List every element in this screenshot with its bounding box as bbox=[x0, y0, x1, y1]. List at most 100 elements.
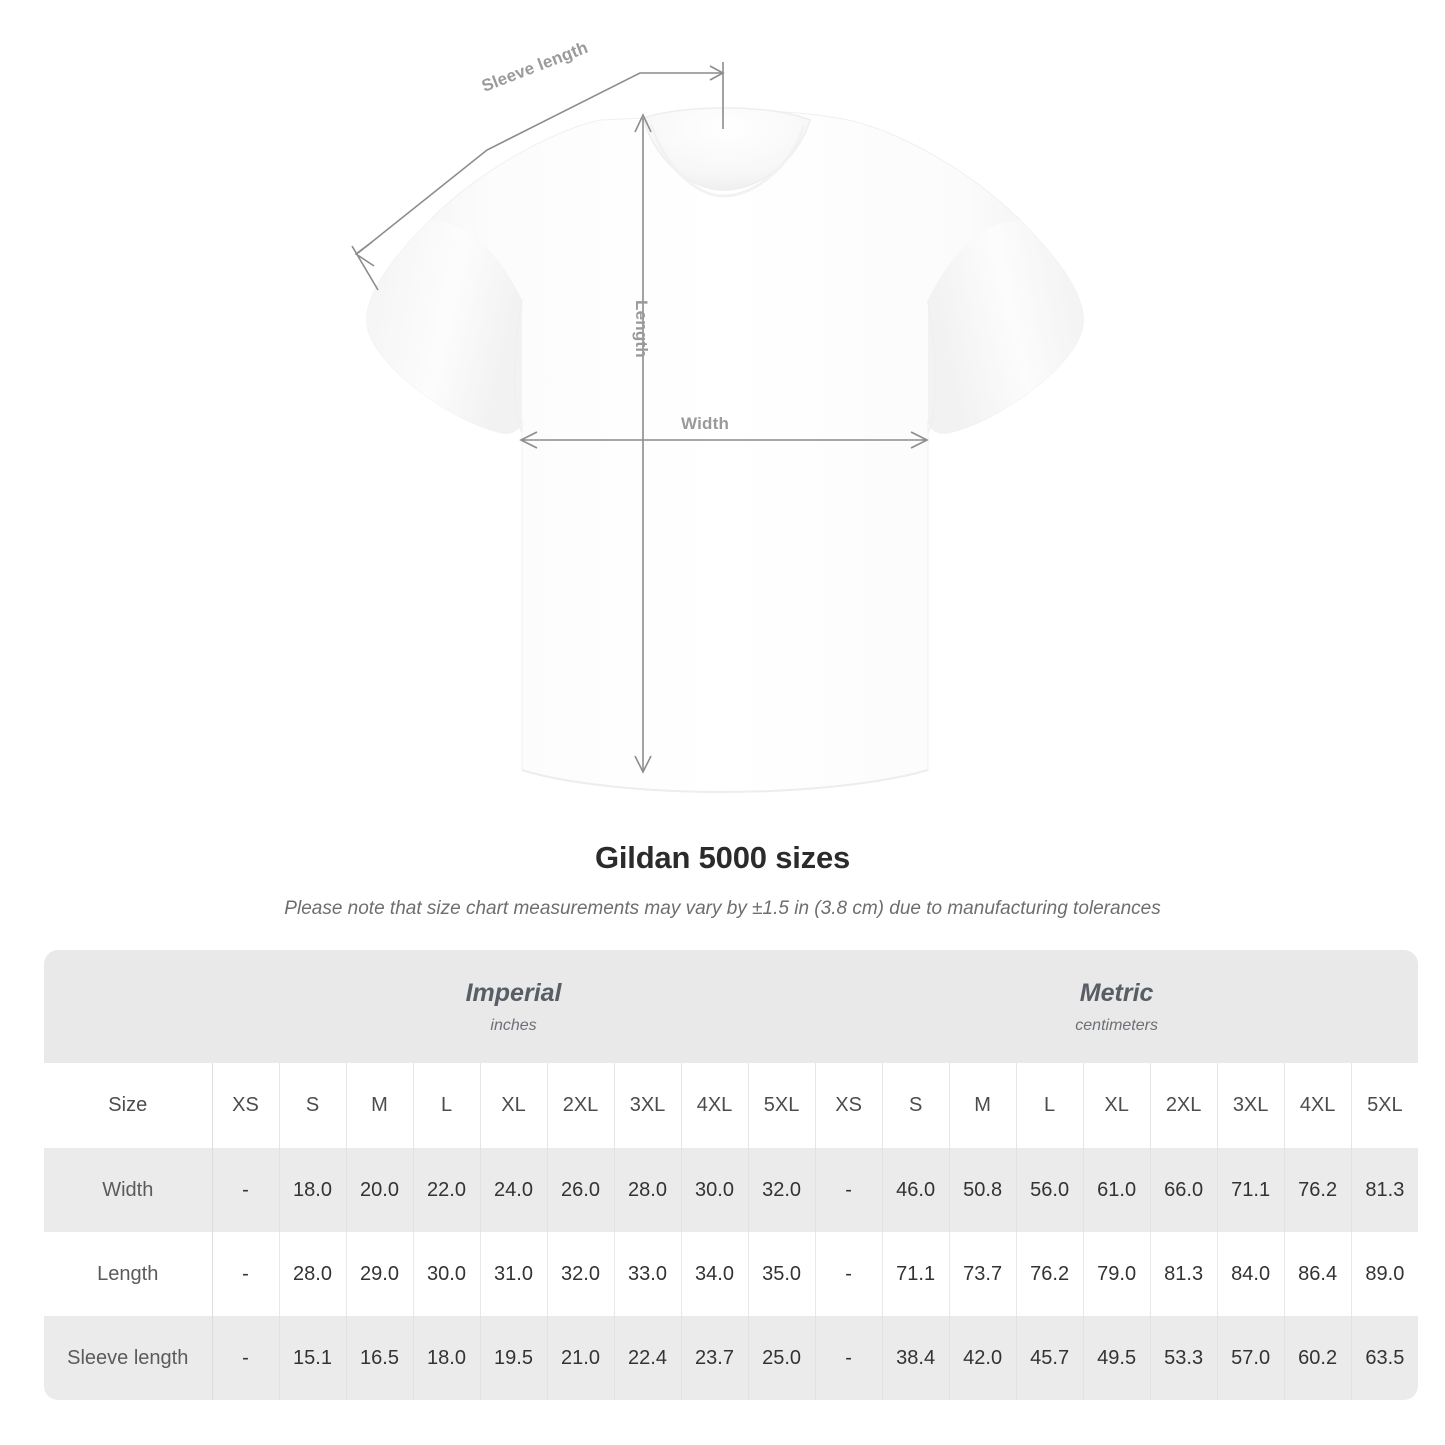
length-arrow-top bbox=[634, 113, 652, 133]
size-header-metric-2xl: 2XL bbox=[1150, 1063, 1218, 1148]
shirt-right-sleeve bbox=[928, 220, 1084, 434]
tolerance-note: Please note that size chart measurements… bbox=[284, 898, 1161, 919]
cell-width-metric-2xl: 66.0 bbox=[1150, 1148, 1218, 1232]
tshirt-diagram: Sleeve length Length Width bbox=[351, 38, 1084, 794]
width-arrow-left bbox=[519, 431, 538, 449]
page-title: Gildan 5000 sizes bbox=[594, 840, 851, 875]
width-dimension bbox=[519, 431, 929, 449]
size-header-imperial-2xl: 2XL bbox=[547, 1063, 615, 1148]
size-header-metric-s: S bbox=[882, 1063, 950, 1148]
length-dimension bbox=[634, 113, 652, 774]
left-sleeve-seam bbox=[513, 299, 523, 433]
row-label-length: Length bbox=[44, 1232, 213, 1316]
cell-sleeve-imperial-2xl: 21.0 bbox=[547, 1316, 615, 1400]
cell-sleeve-imperial-3xl: 22.4 bbox=[614, 1316, 682, 1400]
sleeve-arrow-left bbox=[354, 241, 375, 267]
shirt-collar bbox=[642, 107, 811, 191]
cell-length-imperial-4xl: 34.0 bbox=[681, 1232, 749, 1316]
cell-sleeve-metric-m: 42.0 bbox=[949, 1316, 1017, 1400]
cell-sleeve-imperial-s: 15.1 bbox=[279, 1316, 347, 1400]
cell-length-imperial-m: 29.0 bbox=[346, 1232, 414, 1316]
size-header-imperial-3xl: 3XL bbox=[614, 1063, 682, 1148]
size-header-imperial-4xl: 4XL bbox=[681, 1063, 749, 1148]
unit-cell-imperial: Imperial inches bbox=[212, 950, 816, 1063]
length-arrow-bottom bbox=[634, 755, 652, 774]
shirt-hem bbox=[521, 769, 929, 794]
unit-banner-spacer bbox=[44, 950, 212, 1063]
measurement-annotations bbox=[351, 62, 929, 774]
cell-length-metric-xs: - bbox=[814, 1232, 883, 1316]
cell-sleeve-metric-l: 45.7 bbox=[1016, 1316, 1084, 1400]
row-label-width: Width bbox=[44, 1148, 213, 1232]
table-row-sleeve-length: Sleeve length - 15.1 16.5 18.0 19.5 21.0… bbox=[44, 1316, 1419, 1400]
cell-width-imperial-5xl: 32.0 bbox=[748, 1148, 816, 1232]
cell-length-metric-4xl: 86.4 bbox=[1284, 1232, 1352, 1316]
chart-heading: Gildan 5000 sizes Please note that size … bbox=[0, 840, 1445, 920]
cell-length-metric-3xl: 84.0 bbox=[1217, 1232, 1285, 1316]
right-sleeve-seam bbox=[927, 299, 937, 433]
shirt-left-sleeve bbox=[366, 220, 522, 434]
cell-width-metric-xl: 61.0 bbox=[1083, 1148, 1151, 1232]
cell-length-imperial-l: 30.0 bbox=[413, 1232, 481, 1316]
unit-name-metric: Metric bbox=[1079, 978, 1154, 1007]
size-header-imperial-l: L bbox=[413, 1063, 481, 1148]
cell-sleeve-imperial-xs: - bbox=[212, 1316, 280, 1400]
size-header-imperial-xs: XS bbox=[212, 1063, 280, 1148]
size-header-metric-l: L bbox=[1016, 1063, 1084, 1148]
cell-width-imperial-3xl: 28.0 bbox=[614, 1148, 682, 1232]
size-header-imperial-s: S bbox=[279, 1063, 347, 1148]
cell-sleeve-metric-s: 38.4 bbox=[882, 1316, 950, 1400]
cell-width-metric-xs: - bbox=[814, 1148, 883, 1232]
cell-sleeve-imperial-4xl: 23.7 bbox=[681, 1316, 749, 1400]
length-label: Length bbox=[632, 300, 651, 358]
cell-sleeve-metric-5xl: 63.5 bbox=[1351, 1316, 1419, 1400]
cell-width-metric-5xl: 81.3 bbox=[1351, 1148, 1419, 1232]
size-header-imperial-5xl: 5XL bbox=[748, 1063, 816, 1148]
cell-width-metric-l: 56.0 bbox=[1016, 1148, 1084, 1232]
size-header-metric-xl: XL bbox=[1083, 1063, 1151, 1148]
cell-sleeve-imperial-5xl: 25.0 bbox=[748, 1316, 816, 1400]
cell-width-metric-3xl: 71.1 bbox=[1217, 1148, 1285, 1232]
cell-width-imperial-l: 22.0 bbox=[413, 1148, 481, 1232]
size-header-imperial-m: M bbox=[346, 1063, 414, 1148]
row-label-sleeve-length: Sleeve length bbox=[44, 1316, 213, 1400]
unit-name-imperial: Imperial bbox=[465, 978, 562, 1007]
size-header-metric-5xl: 5XL bbox=[1351, 1063, 1419, 1148]
cell-length-metric-xl: 79.0 bbox=[1083, 1232, 1151, 1316]
tshirt-illustration bbox=[351, 62, 1084, 794]
table-row-width: Width - 18.0 20.0 22.0 24.0 26.0 28.0 30… bbox=[44, 1148, 1419, 1232]
size-header-metric-xs: XS bbox=[814, 1063, 883, 1148]
size-header-imperial-xl: XL bbox=[480, 1063, 548, 1148]
cell-sleeve-metric-xl: 49.5 bbox=[1083, 1316, 1151, 1400]
size-header-label: Size bbox=[44, 1063, 213, 1148]
cell-sleeve-metric-4xl: 60.2 bbox=[1284, 1316, 1352, 1400]
cell-length-imperial-2xl: 32.0 bbox=[547, 1232, 615, 1316]
cell-length-metric-s: 71.1 bbox=[882, 1232, 950, 1316]
sleeve-length-dimension bbox=[351, 62, 725, 291]
unit-sub-imperial: inches bbox=[490, 1017, 537, 1035]
cell-sleeve-metric-3xl: 57.0 bbox=[1217, 1316, 1285, 1400]
cell-sleeve-metric-2xl: 53.3 bbox=[1150, 1316, 1218, 1400]
cell-width-metric-s: 46.0 bbox=[882, 1148, 950, 1232]
sleeve-tick-left bbox=[351, 245, 379, 291]
cell-length-imperial-3xl: 33.0 bbox=[614, 1232, 682, 1316]
unit-banner-row: Imperial inches Metric centimeters bbox=[44, 950, 1419, 1063]
cell-length-metric-l: 76.2 bbox=[1016, 1232, 1084, 1316]
width-arrow-right bbox=[910, 431, 929, 449]
cell-sleeve-imperial-m: 16.5 bbox=[346, 1316, 414, 1400]
cell-width-imperial-2xl: 26.0 bbox=[547, 1148, 615, 1232]
cell-sleeve-metric-xs: - bbox=[814, 1316, 883, 1400]
cell-width-imperial-s: 18.0 bbox=[279, 1148, 347, 1232]
collar-inner-line bbox=[649, 123, 806, 198]
cell-width-imperial-xs: - bbox=[212, 1148, 280, 1232]
shirt-body-path bbox=[366, 110, 1084, 793]
size-table-container: Imperial inches Metric centimeters Size … bbox=[44, 950, 1419, 1400]
cell-width-metric-4xl: 76.2 bbox=[1284, 1148, 1352, 1232]
size-header-metric-4xl: 4XL bbox=[1284, 1063, 1352, 1148]
cell-length-imperial-5xl: 35.0 bbox=[748, 1232, 816, 1316]
cell-length-imperial-xl: 31.0 bbox=[480, 1232, 548, 1316]
table-row-length: Length - 28.0 29.0 30.0 31.0 32.0 33.0 3… bbox=[44, 1232, 1419, 1316]
cell-sleeve-imperial-xl: 19.5 bbox=[480, 1316, 548, 1400]
cell-width-imperial-m: 20.0 bbox=[346, 1148, 414, 1232]
